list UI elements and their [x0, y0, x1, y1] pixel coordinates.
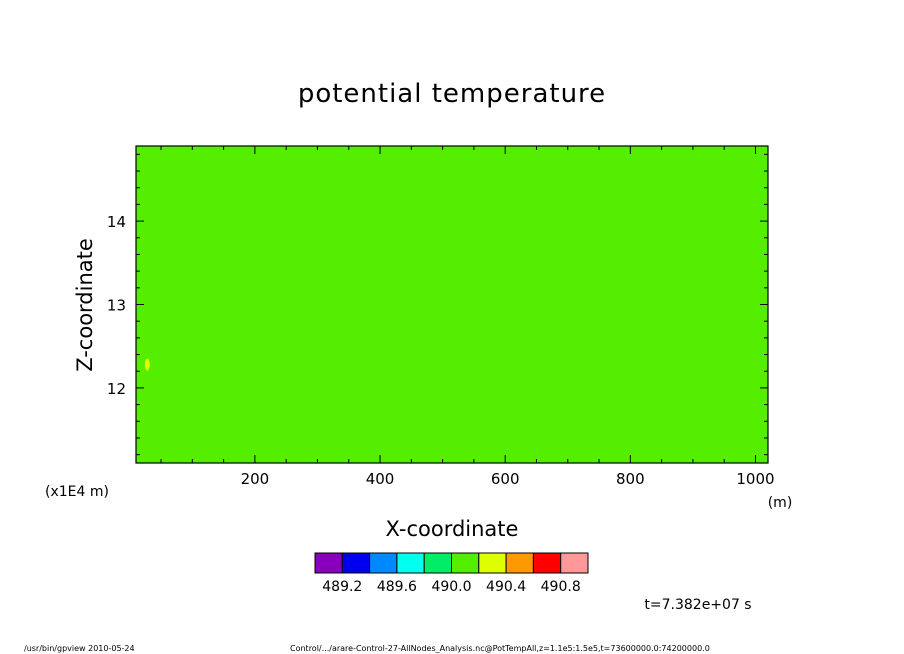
y-tick-label: 12 [107, 380, 126, 398]
colorbar-swatch [532, 552, 562, 574]
x-tick-label: 800 [616, 470, 645, 488]
x-tick-label: 600 [491, 470, 520, 488]
x-unit-label: (m) [768, 495, 793, 511]
chart-title: potential temperature [298, 79, 606, 109]
colorbar-swatch [423, 552, 453, 574]
y-scale-note: (x1E4 m) [45, 484, 109, 500]
warm-anomaly [144, 358, 150, 371]
x-tick-label: 400 [366, 470, 395, 488]
footer-source: Control/.../arare-Control-27-AllNodes_An… [290, 644, 710, 653]
colorbar-swatch [314, 552, 343, 574]
colorbar: 489.2 489.6 490.0 490.4 490.8 [314, 552, 589, 595]
colorbar-label: 490.0 [431, 579, 471, 595]
colorbar-swatch [369, 552, 398, 574]
colorbar-label: 489.2 [322, 579, 362, 595]
y-tick-label: 14 [107, 213, 126, 231]
time-label: t=7.382e+07 s [644, 597, 751, 613]
x-tick-label: 200 [241, 470, 270, 488]
colorbar-swatch [396, 552, 425, 574]
colorbar-swatch [505, 552, 534, 574]
x-axis-label: X-coordinate [386, 517, 519, 541]
x-tick-label: 1000 [736, 470, 774, 488]
colorbar-swatch [478, 552, 507, 574]
colorbar-label: 490.4 [486, 579, 526, 595]
colorbar-label: 490.8 [541, 579, 581, 595]
colorbar-swatch [451, 552, 480, 574]
colorbar-swatch [560, 552, 589, 574]
y-axis-label: Z-coordinate [73, 238, 97, 372]
colorbar-label: 489.6 [377, 579, 417, 595]
footer-program: /usr/bin/gpview 2010-05-24 [24, 644, 135, 653]
field-fill [136, 146, 768, 463]
colorbar-swatch [341, 552, 371, 574]
y-tick-label: 13 [107, 297, 126, 315]
plot-area: 200 400 600 800 1000 12 13 14 [107, 145, 775, 488]
